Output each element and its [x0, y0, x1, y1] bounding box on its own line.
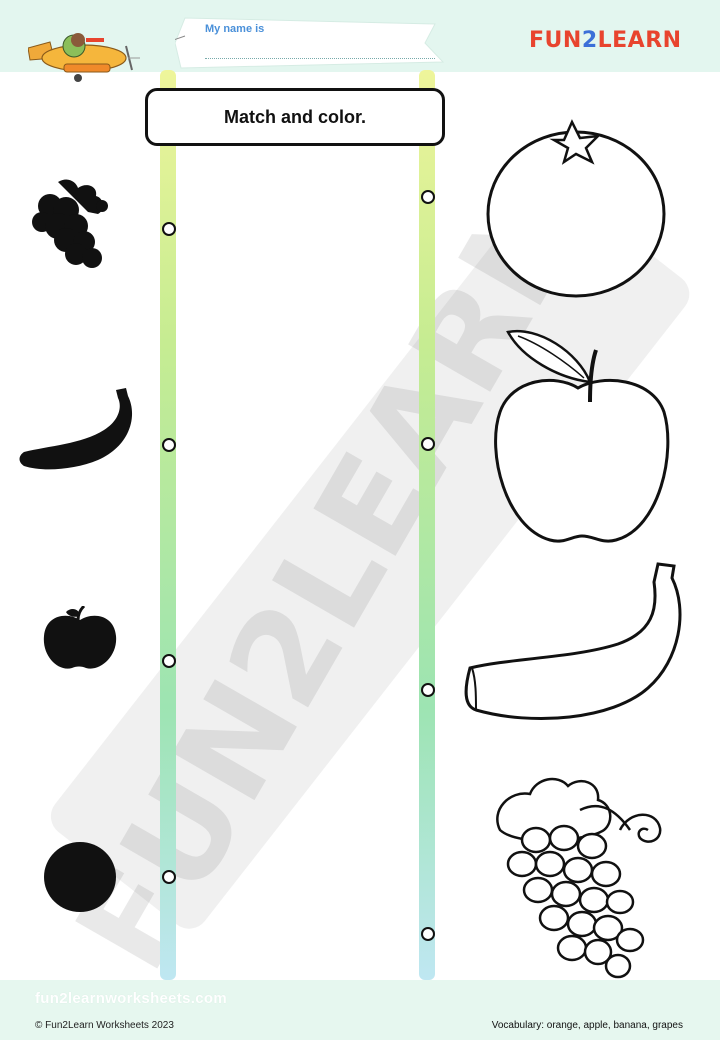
right-dot-2[interactable]	[421, 437, 435, 451]
banana-silhouette-icon	[19, 388, 133, 470]
banana-outline-icon	[464, 562, 682, 721]
logo-learn: LEARN	[597, 28, 682, 53]
left-match-strip	[160, 70, 176, 980]
logo-two: 2	[581, 28, 598, 53]
right-dot-3[interactable]	[421, 683, 435, 697]
logo-fun: FUN	[529, 28, 582, 53]
orange-outline-icon	[486, 119, 666, 298]
left-dot-3[interactable]	[162, 654, 176, 668]
airplane-mascot-icon	[28, 33, 140, 82]
name-banner	[175, 17, 445, 69]
apple-outline-icon	[494, 329, 670, 543]
footer-site: fun2learnworksheets.com	[35, 990, 227, 1007]
apple-silhouette-icon	[43, 606, 117, 669]
page-title: Match and color.	[223, 106, 367, 127]
footer-copyright: © Fun2Learn Worksheets 2023	[35, 1020, 174, 1031]
left-dot-1[interactable]	[162, 222, 176, 236]
footer-band	[0, 980, 720, 1040]
orange-silhouette-icon	[44, 842, 116, 912]
right-dot-1[interactable]	[421, 190, 435, 204]
right-match-strip	[419, 70, 435, 980]
left-dot-2[interactable]	[162, 438, 176, 452]
name-label: My name is	[205, 23, 265, 35]
footer-vocabulary: Vocabulary: orange, apple, banana, grape…	[491, 1020, 683, 1031]
title-box: Match and color.	[145, 88, 445, 146]
left-dot-4[interactable]	[162, 870, 176, 884]
name-field[interactable]	[205, 58, 435, 59]
fun2learn-logo: FUN2LEARN	[529, 28, 682, 53]
grapes-outline-icon	[496, 777, 662, 979]
right-dot-4[interactable]	[421, 927, 435, 941]
grapes-silhouette-icon	[32, 179, 109, 268]
